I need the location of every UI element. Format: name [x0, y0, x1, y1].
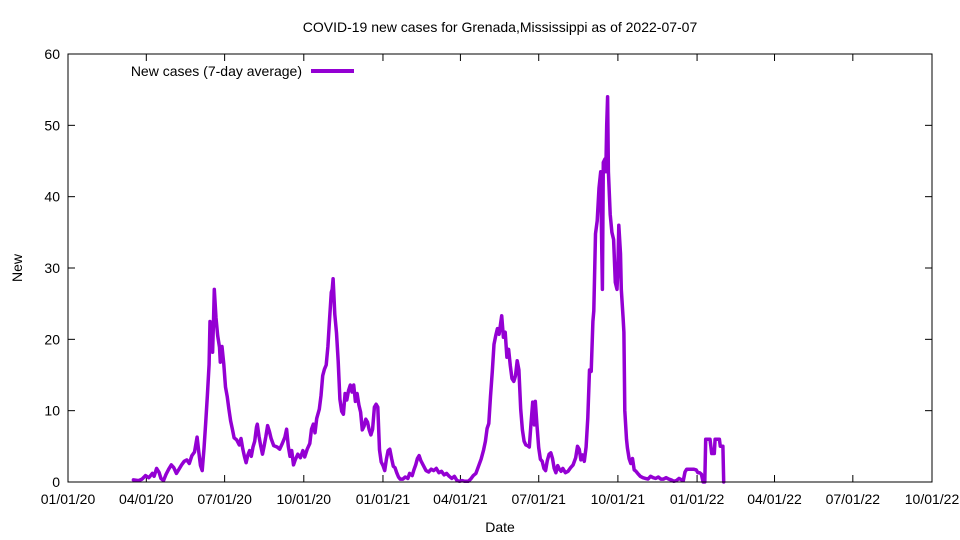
x-tick-label: 01/01/20	[41, 491, 96, 507]
legend: New cases (7-day average)	[131, 63, 354, 79]
y-tick-label: 30	[44, 260, 60, 276]
series-line-new-cases-7-day-average	[131, 95, 726, 484]
x-tick-label: 04/01/20	[119, 491, 174, 507]
x-tick-label: 10/01/21	[591, 491, 646, 507]
plot-frame	[67, 53, 933, 483]
y-tick-label: 50	[44, 117, 60, 133]
x-tick-label: 04/01/21	[433, 491, 488, 507]
y-tick-label: 10	[44, 403, 60, 419]
x-tick-label: 07/01/20	[197, 491, 252, 507]
x-tick-label: 07/01/21	[511, 491, 566, 507]
x-tick-label: 01/01/21	[356, 491, 411, 507]
y-tick-label: 0	[52, 474, 60, 490]
x-tick-label: 10/01/22	[905, 491, 960, 507]
legend-label: New cases (7-day average)	[131, 63, 302, 79]
y-tick-label: 60	[44, 46, 60, 62]
x-tick-label: 04/01/22	[747, 491, 802, 507]
plot-area	[131, 95, 726, 484]
y-axis-label: New	[9, 253, 25, 282]
y-tick-label: 20	[44, 331, 60, 347]
x-axis-label: Date	[485, 519, 515, 535]
tick-marks: 0 10 20 30 40 50 60 01/01/20 04/01/20 07/01/20 10/…	[41, 46, 960, 507]
chart-title: COVID-19 new cases for Grenada,Mississip…	[303, 19, 698, 35]
x-tick-label: 01/01/22	[670, 491, 725, 507]
y-tick-label: 40	[44, 189, 60, 205]
x-tick-label: 07/01/22	[826, 491, 881, 507]
x-tick-label: 10/01/20	[277, 491, 332, 507]
